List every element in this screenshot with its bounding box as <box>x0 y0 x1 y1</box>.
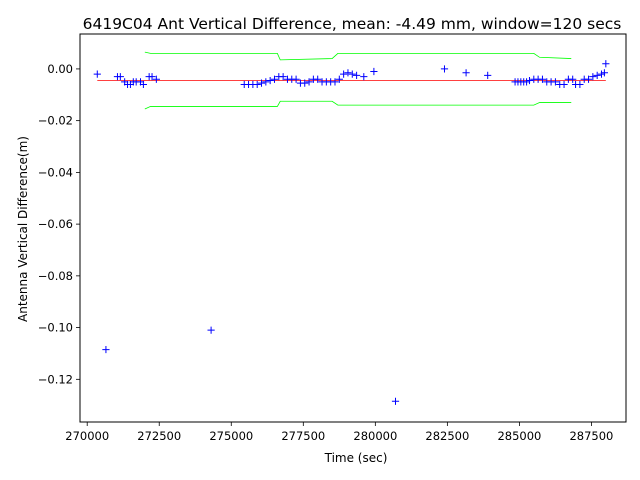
plot-frame <box>79 33 627 423</box>
data-point <box>139 80 147 89</box>
data-point <box>314 75 322 83</box>
y-axis-label: Antenna Vertical Difference(m) <box>16 136 30 322</box>
data-point <box>301 79 309 87</box>
data-point <box>266 76 274 85</box>
x-tick-label: 272500 <box>137 429 181 443</box>
bound-line <box>144 51 572 61</box>
data-point <box>370 67 378 76</box>
data-point <box>93 70 101 78</box>
y-tick-label: −0.04 <box>38 165 73 179</box>
y-axis: 0.00 −0.02 −0.04 −0.06 −0.08 −0.10 −0.12 <box>38 62 80 386</box>
data-point <box>257 79 266 87</box>
data-point <box>335 75 343 83</box>
data-point <box>102 345 110 354</box>
data-point <box>116 73 124 81</box>
data-point <box>584 75 593 83</box>
y-tick-label: −0.02 <box>38 114 73 128</box>
x-tick-label: 287500 <box>569 429 613 443</box>
confidence-bounds <box>144 51 572 110</box>
data-point <box>538 75 547 83</box>
plot-area <box>79 33 627 423</box>
data-point <box>270 75 279 83</box>
data-point <box>360 73 368 81</box>
data-point <box>589 73 597 81</box>
y-tick-label: 0.00 <box>47 62 73 76</box>
data-point <box>602 60 610 68</box>
data-points <box>93 60 610 405</box>
y-tick-label: −0.12 <box>38 372 73 386</box>
data-point <box>331 78 339 86</box>
data-point <box>600 69 608 77</box>
data-point <box>391 397 400 405</box>
x-tick-label: 282500 <box>425 429 469 443</box>
bound-line <box>144 100 572 110</box>
x-tick-label: 275000 <box>209 429 253 443</box>
data-point <box>152 75 160 83</box>
y-tick-label: −0.08 <box>38 269 73 283</box>
data-point <box>305 78 313 86</box>
data-point <box>576 80 584 89</box>
data-point <box>593 71 601 79</box>
data-point <box>292 75 300 83</box>
data-point <box>525 76 534 85</box>
data-point <box>148 73 156 81</box>
data-point <box>353 71 361 79</box>
x-axis-label: Time (sec) <box>324 451 388 465</box>
data-point <box>344 69 352 77</box>
chart-title: 6419C04 Ant Vertical Difference, mean: -… <box>83 15 622 33</box>
x-axis: 270000 272500 275000 277500 280000 282500 2850… <box>65 422 613 443</box>
data-point <box>440 65 449 73</box>
data-point <box>262 78 270 86</box>
data-point <box>207 326 215 334</box>
data-point <box>340 70 348 78</box>
data-point <box>279 73 287 81</box>
data-point <box>551 78 560 86</box>
data-point <box>348 70 356 78</box>
data-point <box>484 71 492 79</box>
data-point <box>462 69 470 77</box>
x-tick-label: 280000 <box>353 429 397 443</box>
data-point <box>569 75 577 83</box>
x-tick-label: 270000 <box>65 429 109 443</box>
y-tick-label: −0.10 <box>38 321 73 335</box>
data-point <box>253 80 261 89</box>
x-tick-label: 285000 <box>497 429 541 443</box>
y-tick-label: −0.06 <box>38 217 73 231</box>
x-tick-label: 277500 <box>281 429 325 443</box>
data-point <box>560 80 568 89</box>
